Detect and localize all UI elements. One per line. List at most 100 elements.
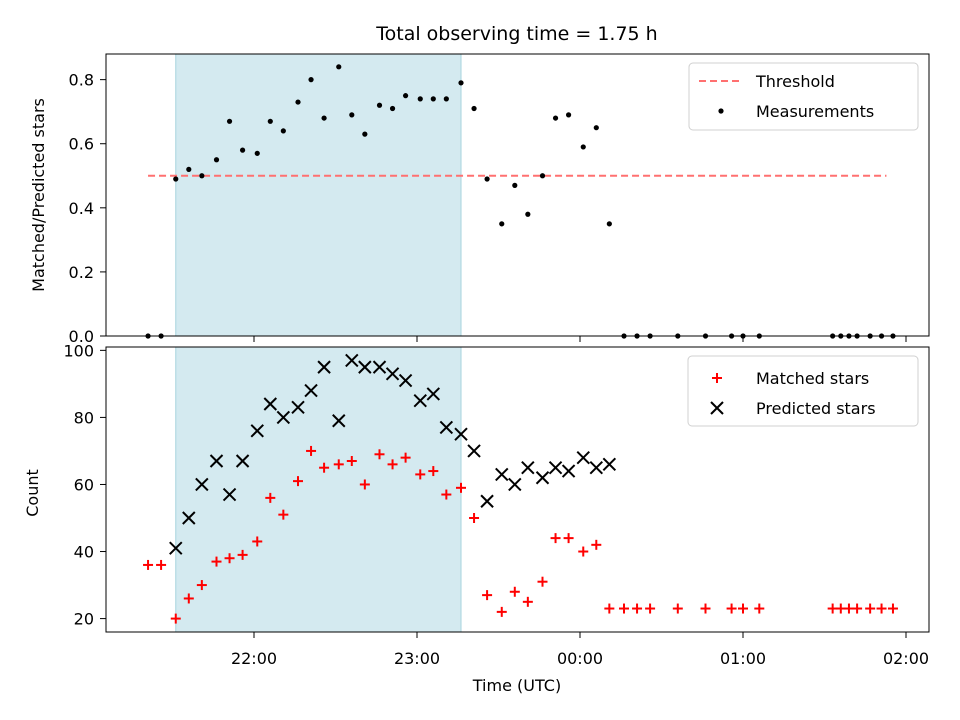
predicted-star-marker (439, 420, 454, 435)
predicted-star-marker (372, 360, 387, 374)
bottom-y-label: Count (23, 469, 42, 517)
matched-star-marker (604, 603, 615, 614)
measurement-point (593, 125, 599, 131)
bottom-y-tick-label: 40 (74, 543, 94, 562)
matched-stars-series (143, 445, 898, 624)
matched-star-marker (346, 456, 357, 466)
bottom-shaded-region (175, 346, 462, 633)
measurement-point (280, 128, 286, 134)
bottom-x-tick-label: 00:00 (557, 649, 603, 668)
measurement-point (186, 166, 192, 172)
matched-star-marker (496, 606, 507, 617)
matched-star-marker (278, 509, 289, 520)
measurement-point (376, 102, 383, 108)
predicted-star-marker (508, 477, 522, 492)
predicted-star-marker (263, 397, 278, 411)
predicted-star-marker (358, 360, 372, 374)
bottom-y-tick-label: 100 (63, 341, 94, 360)
predicted-star-marker (495, 467, 509, 482)
matched-star-marker (428, 466, 439, 477)
predicted-star-marker (413, 393, 427, 408)
predicted-star-marker (317, 360, 331, 374)
predicted-star-marker (332, 414, 346, 428)
top-y-tick-label: 0.4 (69, 199, 94, 218)
matched-star-marker (876, 603, 887, 614)
matched-star-marker (550, 533, 561, 544)
measurement-point (349, 112, 355, 118)
predicted-star-marker (304, 383, 318, 398)
matched-star-marker (672, 603, 683, 614)
predicted-star-marker (195, 477, 209, 492)
matched-star-marker (359, 479, 370, 490)
bottom-x-tick-label: 23:00 (394, 649, 440, 668)
measurement-point (552, 115, 559, 121)
legend-matched-label: Matched stars (756, 369, 869, 388)
bottom-y-axis: 20 40 60 80 100 (63, 341, 106, 629)
matched-star-marker (887, 603, 898, 614)
measurement-point (321, 115, 327, 121)
matched-star-marker (387, 459, 398, 470)
matched-star-marker (738, 603, 748, 614)
bottom-plot-frame (105, 346, 930, 633)
matched-star-marker (265, 492, 276, 503)
measurement-point (402, 93, 409, 99)
bottom-x-tick-label: 02:00 (883, 649, 929, 668)
measurement-point (267, 118, 273, 124)
matched-star-marker (456, 482, 467, 493)
matched-star-marker (211, 556, 222, 567)
legend-measurements-label: Measurements (756, 102, 874, 121)
measurement-point (336, 64, 342, 70)
matched-star-marker (237, 549, 248, 560)
matched-star-marker (415, 469, 426, 480)
measurement-point (213, 157, 220, 163)
predicted-star-marker (291, 400, 305, 415)
measurement-point (484, 176, 490, 182)
predicted-star-marker (548, 460, 563, 475)
predicted-star-marker (182, 511, 196, 525)
measurement-point (565, 112, 572, 118)
matched-star-marker (509, 586, 520, 597)
predicted-star-marker (454, 427, 468, 441)
matched-star-marker (469, 513, 480, 523)
matched-star-marker (852, 603, 863, 614)
measurement-point (173, 176, 179, 182)
bottom-y-tick-label: 80 (74, 408, 94, 427)
bottom-y-tick-label: 60 (74, 475, 94, 494)
measurement-point (443, 96, 449, 102)
matched-star-marker (563, 533, 574, 544)
top-y-tick-label: 0.6 (69, 135, 94, 154)
matched-star-marker (374, 449, 385, 460)
chart-title: Total observing time = 1.75 h (375, 23, 657, 45)
measurement-point (239, 147, 246, 153)
matched-star-marker (578, 546, 589, 557)
measurement-point (606, 221, 612, 227)
matched-star-marker (293, 476, 304, 487)
matched-star-marker (482, 590, 493, 601)
matched-star-marker (183, 593, 194, 604)
matched-star-marker (645, 603, 656, 614)
measurement-point (254, 150, 260, 156)
top-y-axis: 0.0 0.2 0.4 0.6 0.8 (69, 71, 106, 346)
predicted-star-marker (345, 353, 359, 368)
predicted-star-marker (276, 410, 291, 425)
matched-star-marker (156, 559, 167, 570)
matched-star-marker (441, 489, 452, 500)
predicted-star-marker (467, 444, 481, 458)
matched-star-marker (319, 462, 330, 473)
predicted-star-marker (576, 450, 590, 465)
predicted-star-marker (480, 494, 494, 508)
matched-star-marker (537, 576, 548, 587)
top-y-tick-label: 0.2 (69, 263, 94, 282)
matched-star-marker (224, 553, 235, 564)
predicted-star-marker (589, 460, 604, 475)
measurement-point (499, 221, 505, 227)
predicted-star-marker (209, 454, 224, 468)
measurement-point (430, 96, 436, 102)
predicted-star-marker (169, 541, 183, 555)
top-plot-frame (105, 53, 930, 337)
predicted-star-marker (426, 387, 441, 401)
matched-star-marker (170, 613, 181, 624)
measurement-point (389, 105, 396, 112)
measurement-point (295, 99, 301, 105)
